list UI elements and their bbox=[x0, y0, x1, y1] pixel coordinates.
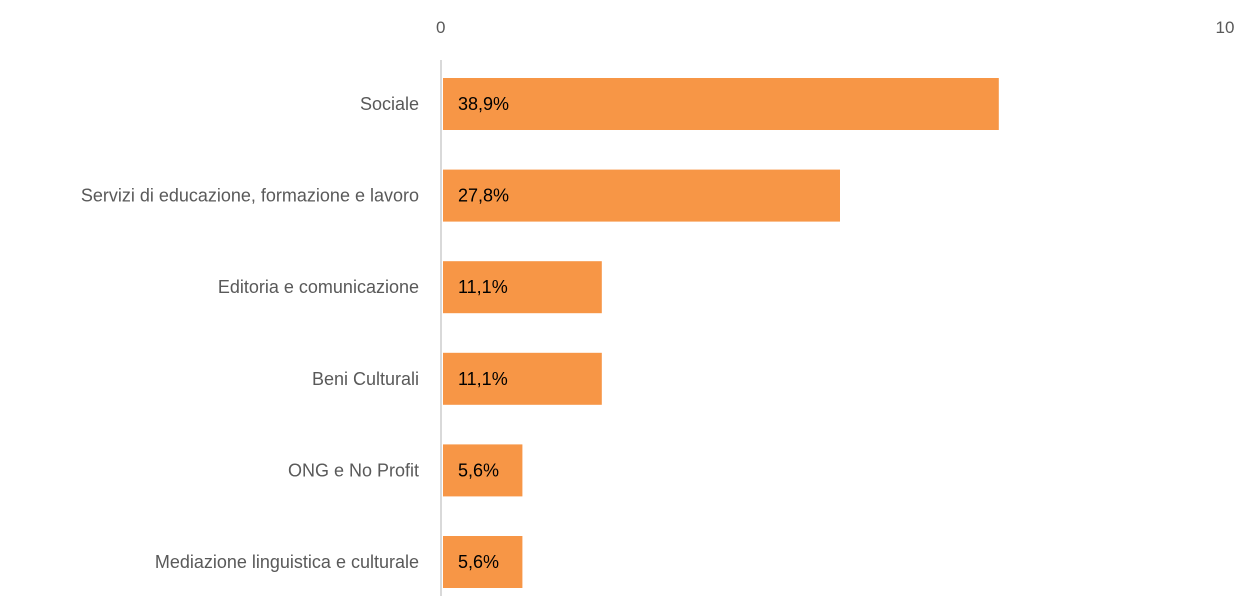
bar bbox=[443, 536, 523, 588]
bar bbox=[443, 169, 840, 222]
category-label: Mediazione linguistica e culturale bbox=[155, 552, 419, 572]
x-tick-label: 0 bbox=[436, 18, 445, 37]
data-label: 38,9% bbox=[458, 94, 509, 114]
category-label: ONG e No Profit bbox=[288, 460, 419, 480]
category-label: Editoria e comunicazione bbox=[218, 277, 419, 297]
data-label: 5,6% bbox=[458, 552, 499, 572]
category-label: Servizi di educazione, formazione e lavo… bbox=[81, 186, 419, 206]
bar bbox=[443, 78, 999, 130]
data-label: 27,8% bbox=[458, 186, 509, 206]
bar bbox=[443, 444, 523, 497]
bar bbox=[443, 261, 602, 314]
category-label: Beni Culturali bbox=[312, 369, 419, 389]
data-labels: 38,9% 27,8% 11,1% 11,1% 5,6% 5,6% bbox=[458, 94, 509, 572]
x-axis-ticks: 0 10 bbox=[436, 18, 1234, 37]
bar bbox=[443, 352, 602, 405]
data-label: 5,6% bbox=[458, 460, 499, 480]
data-label: 11,1% bbox=[458, 277, 508, 297]
category-labels: Sociale Servizi di educazione, formazione… bbox=[81, 94, 419, 572]
x-tick-label: 10 bbox=[1216, 18, 1235, 37]
data-label: 11,1% bbox=[458, 369, 508, 389]
category-label: Sociale bbox=[360, 94, 419, 114]
bars bbox=[443, 78, 999, 588]
